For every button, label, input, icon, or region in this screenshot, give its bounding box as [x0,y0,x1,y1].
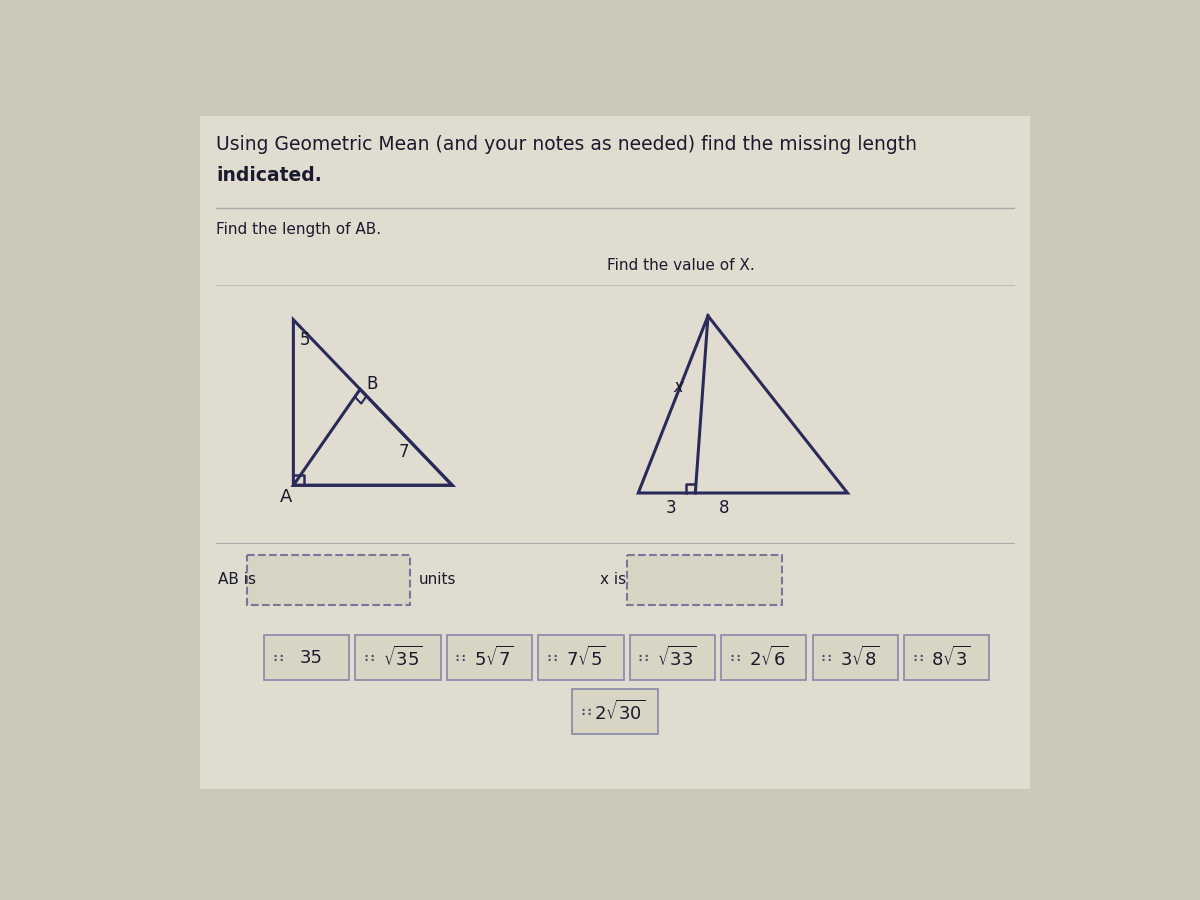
FancyBboxPatch shape [721,635,806,680]
Text: ::: :: [545,652,559,664]
Text: $\sqrt{33}$: $\sqrt{33}$ [658,645,697,670]
Text: $\sqrt{35}$: $\sqrt{35}$ [383,645,422,670]
Text: ::: :: [580,706,594,718]
Text: indicated.: indicated. [216,166,322,184]
FancyBboxPatch shape [200,116,1030,789]
Text: units: units [419,572,456,587]
Text: 3: 3 [665,500,676,518]
Text: x: x [673,377,683,395]
Text: AB is: AB is [218,572,257,587]
FancyBboxPatch shape [904,635,989,680]
Text: A: A [280,488,292,506]
FancyBboxPatch shape [446,635,532,680]
Text: Find the length of AB.: Find the length of AB. [216,222,382,237]
Text: $3\sqrt{8}$: $3\sqrt{8}$ [840,645,880,670]
Text: ::: :: [362,652,377,664]
Text: $7\sqrt{5}$: $7\sqrt{5}$ [565,645,606,670]
Text: $8\sqrt{3}$: $8\sqrt{3}$ [931,645,971,670]
Text: ::: :: [728,652,743,664]
Text: Using Geometric Mean (and your notes as needed) find the missing length: Using Geometric Mean (and your notes as … [216,135,917,154]
Text: 7: 7 [398,444,409,462]
FancyBboxPatch shape [247,554,409,605]
FancyBboxPatch shape [355,635,440,680]
Text: x is: x is [600,572,625,587]
Text: $5\sqrt{7}$: $5\sqrt{7}$ [474,645,514,670]
FancyBboxPatch shape [572,689,658,734]
FancyBboxPatch shape [539,635,624,680]
Text: $2\sqrt{6}$: $2\sqrt{6}$ [749,645,788,670]
Text: 5: 5 [300,331,310,349]
Text: 35: 35 [300,649,323,667]
Text: ::: :: [911,652,925,664]
Text: $2\sqrt{30}$: $2\sqrt{30}$ [594,699,646,724]
Text: ::: :: [820,652,834,664]
Text: B: B [366,375,378,393]
Text: ::: :: [454,652,468,664]
FancyBboxPatch shape [264,635,349,680]
Text: 8: 8 [719,500,730,518]
FancyBboxPatch shape [812,635,898,680]
FancyBboxPatch shape [626,554,781,605]
Text: Find the value of X.: Find the value of X. [607,258,755,274]
FancyBboxPatch shape [630,635,715,680]
Text: ::: :: [637,652,650,664]
Text: ::: :: [271,652,286,664]
